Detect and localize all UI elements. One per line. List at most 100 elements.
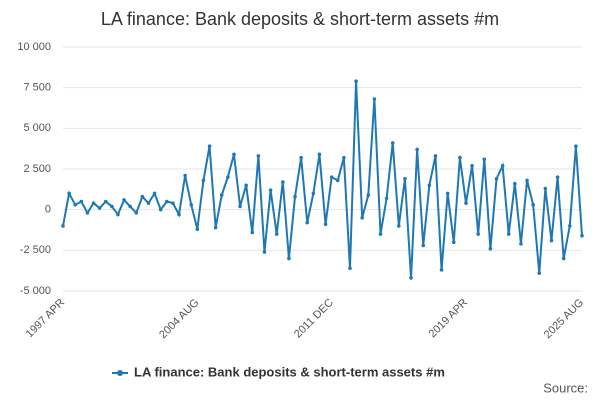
data-point bbox=[397, 224, 401, 228]
data-point bbox=[378, 232, 383, 236]
series-line bbox=[62, 81, 583, 279]
data-point bbox=[525, 178, 529, 183]
x-tick-label: 2019 APR bbox=[427, 297, 471, 341]
data-point bbox=[342, 155, 346, 160]
data-point bbox=[329, 175, 334, 179]
data-point bbox=[305, 220, 310, 225]
y-tick-label: 7 500 bbox=[23, 82, 51, 94]
data-point bbox=[348, 266, 352, 271]
data-point bbox=[439, 268, 444, 272]
data-point bbox=[79, 199, 84, 204]
data-point bbox=[85, 211, 90, 215]
data-point bbox=[61, 224, 65, 228]
data-point bbox=[470, 163, 474, 168]
data-point bbox=[165, 199, 169, 204]
data-point bbox=[299, 155, 303, 160]
data-point bbox=[152, 191, 157, 196]
data-point bbox=[219, 193, 224, 197]
x-tick-label: 1997 APR bbox=[24, 297, 68, 341]
data-point bbox=[519, 242, 523, 246]
data-point bbox=[574, 144, 578, 149]
data-point bbox=[122, 198, 126, 202]
data-point bbox=[488, 246, 493, 251]
data-point bbox=[256, 154, 261, 158]
data-point bbox=[415, 147, 419, 152]
data-point bbox=[244, 183, 248, 188]
data-point bbox=[103, 199, 108, 204]
y-tick-label: -5 000 bbox=[20, 285, 51, 297]
data-point bbox=[549, 238, 554, 243]
data-point bbox=[171, 201, 175, 205]
data-point bbox=[458, 155, 462, 160]
data-point bbox=[384, 196, 389, 201]
data-point bbox=[403, 176, 407, 181]
y-tick-label: 2 500 bbox=[23, 163, 51, 175]
y-tick-label: -2 500 bbox=[20, 244, 51, 256]
data-point bbox=[262, 250, 267, 254]
data-point bbox=[567, 224, 572, 228]
data-point bbox=[189, 202, 194, 207]
data-point bbox=[354, 79, 358, 83]
data-point bbox=[311, 191, 316, 196]
data-point bbox=[213, 225, 218, 230]
data-point bbox=[555, 175, 560, 179]
data-point bbox=[476, 232, 481, 236]
data-point bbox=[451, 240, 456, 244]
x-tick-label: 2004 AUG bbox=[157, 297, 201, 341]
y-tick-label: 10 000 bbox=[17, 41, 51, 53]
data-point bbox=[287, 256, 291, 261]
legend-label: LA finance: Bank deposits & short-term a… bbox=[134, 364, 445, 379]
data-point bbox=[134, 211, 139, 215]
data-point bbox=[561, 256, 566, 261]
data-point bbox=[250, 230, 255, 235]
data-point bbox=[238, 204, 242, 209]
source: Source: bbox=[543, 380, 588, 395]
data-point bbox=[293, 194, 297, 199]
data-point bbox=[445, 191, 450, 196]
data-point bbox=[580, 233, 584, 238]
y-tick-label: 0 bbox=[45, 204, 51, 216]
data-point bbox=[372, 97, 377, 101]
data-point bbox=[537, 271, 542, 275]
data-point bbox=[201, 178, 206, 183]
data-point bbox=[366, 193, 371, 197]
data-point bbox=[73, 202, 78, 207]
legend-marker bbox=[117, 370, 123, 376]
data-point bbox=[335, 178, 340, 183]
data-point bbox=[91, 201, 96, 205]
data-point bbox=[183, 173, 187, 178]
data-point bbox=[433, 154, 438, 158]
data-point bbox=[67, 191, 71, 196]
data-point bbox=[110, 204, 114, 209]
data-point bbox=[506, 232, 511, 236]
data-point bbox=[268, 188, 273, 192]
data-point bbox=[146, 201, 151, 205]
data-point bbox=[97, 206, 102, 210]
data-point bbox=[207, 144, 212, 149]
data-point bbox=[323, 222, 328, 227]
chart-title: LA finance: Bank deposits & short-term a… bbox=[101, 9, 499, 29]
data-point bbox=[281, 180, 285, 184]
data-point bbox=[494, 176, 499, 181]
x-tick-label: 2025 AUG bbox=[542, 297, 586, 341]
data-point bbox=[543, 186, 548, 191]
data-point bbox=[226, 175, 230, 179]
data-point bbox=[128, 204, 132, 209]
data-point bbox=[500, 163, 505, 168]
data-point bbox=[513, 181, 517, 186]
data-point bbox=[177, 212, 181, 217]
data-point bbox=[482, 157, 487, 162]
data-point bbox=[158, 207, 163, 212]
data-point bbox=[427, 183, 432, 188]
data-point bbox=[116, 212, 120, 217]
data-point bbox=[531, 202, 535, 207]
data-point bbox=[464, 201, 468, 205]
data-point bbox=[317, 152, 322, 157]
data-point bbox=[140, 194, 145, 199]
y-tick-label: 5 000 bbox=[23, 122, 51, 134]
data-point bbox=[421, 243, 426, 248]
data-point bbox=[390, 141, 395, 145]
data-point bbox=[274, 232, 279, 236]
data-point bbox=[360, 216, 364, 220]
